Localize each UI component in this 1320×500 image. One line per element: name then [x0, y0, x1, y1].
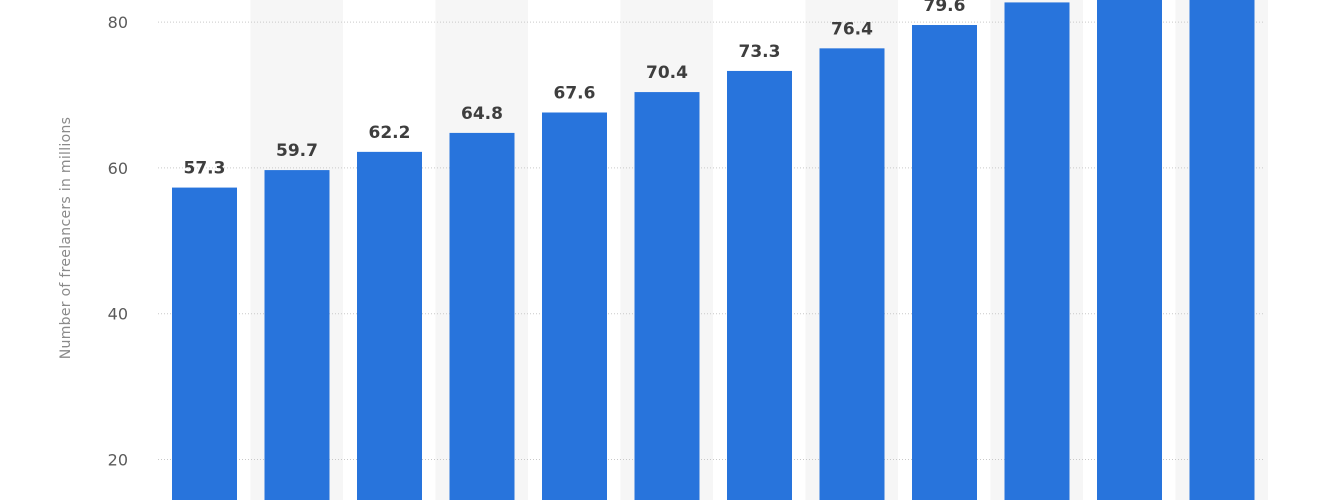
y-tick-label: 60	[108, 159, 128, 178]
data-label: 70.4	[646, 63, 688, 83]
bar	[357, 151, 422, 500]
y-tick-label: 40	[108, 305, 128, 324]
data-label: 67.6	[554, 83, 596, 103]
bar	[264, 170, 330, 500]
data-label: 73.3	[739, 42, 781, 62]
data-label: 59.7	[276, 141, 318, 161]
bar	[634, 92, 700, 500]
bar	[1189, 0, 1255, 500]
bar	[912, 25, 977, 500]
data-label: 62.2	[369, 123, 411, 143]
bar	[1097, 0, 1162, 500]
data-label: 76.4	[831, 19, 873, 39]
y-axis-ticks: 20 40 60 80	[108, 13, 128, 469]
bar	[727, 70, 792, 500]
data-label: 57.3	[184, 159, 226, 179]
bar	[542, 112, 607, 500]
bars	[172, 0, 1255, 500]
y-tick-label: 80	[108, 13, 128, 32]
data-labels: 57.3 59.7 62.2 64.8 67.6 70.4 73.3 76.4 79.6	[184, 0, 966, 179]
y-axis-title: Number of freelancers in millions	[58, 117, 74, 359]
bar	[172, 187, 237, 500]
data-label: 79.6	[924, 0, 966, 16]
bar	[819, 48, 885, 500]
bar	[449, 132, 515, 500]
bar	[1004, 2, 1070, 500]
data-label: 64.8	[461, 104, 503, 124]
y-tick-label: 20	[108, 451, 128, 470]
